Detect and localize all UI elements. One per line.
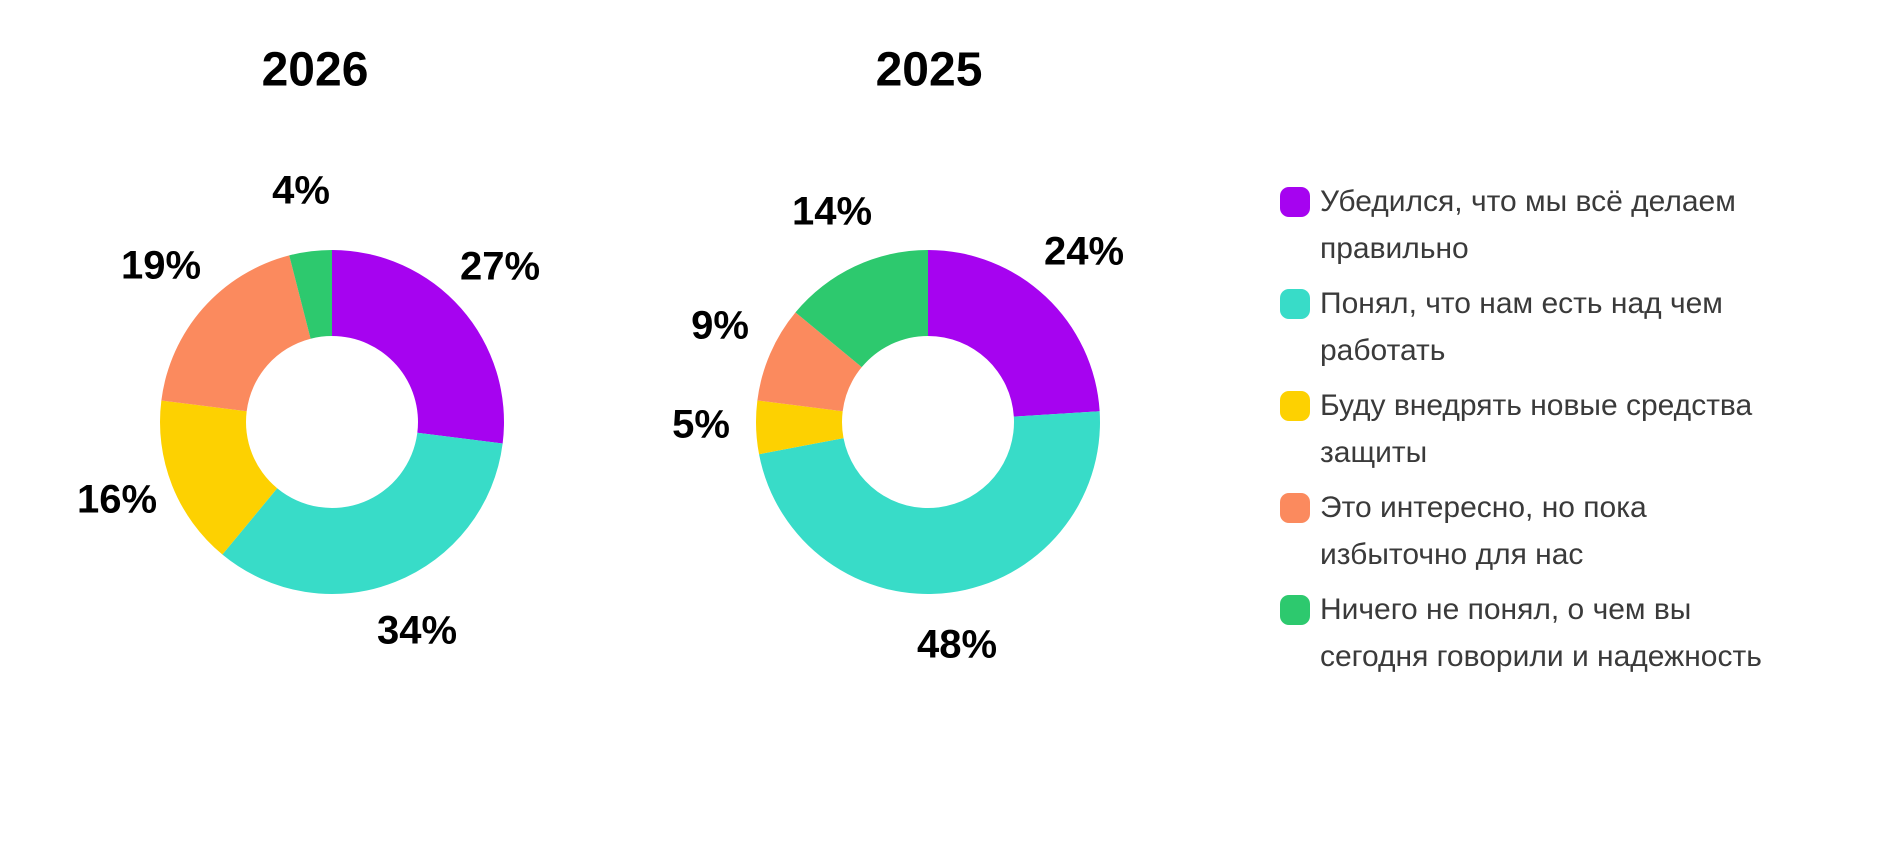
label-2026-orange: 19%: [120, 243, 202, 288]
slice-2026-1: [222, 432, 503, 595]
legend-item-work-needed: Понял, что нам есть над чем работать: [1280, 280, 1900, 374]
legend-label-will-implement: Буду внедрять новые средства защиты: [1320, 389, 1753, 469]
slice-2026-0: [332, 250, 504, 444]
legend-swatch-green-icon: [1280, 595, 1310, 625]
label-2026-teal: 34%: [376, 608, 458, 653]
label-2026-purple: 27%: [459, 244, 541, 289]
label-2025-teal: 48%: [916, 622, 998, 667]
donut-chart-2026: [160, 250, 504, 595]
legend: Убедился, что мы всё делаем правильно По…: [1280, 178, 1900, 688]
legend-item-confirmed: Убедился, что мы всё делаем правильно: [1280, 178, 1900, 272]
label-2026-green: 4%: [272, 168, 330, 213]
slice-2026-2: [160, 400, 278, 555]
chart-title-2025: 2025: [875, 43, 983, 97]
legend-item-interesting-excessive: Это интересно, но пока избыточно для нас: [1280, 484, 1900, 578]
legend-label-interesting-excessive: Это интересно, но пока избыточно для нас: [1320, 491, 1647, 571]
label-2025-purple: 24%: [1043, 229, 1125, 274]
legend-swatch-teal-icon: [1280, 289, 1310, 319]
donut-chart-2025: [756, 250, 1100, 594]
legend-item-understood-nothing: Ничего не понял, о чем вы сегодня говори…: [1280, 586, 1900, 680]
slice-2025-3: [757, 312, 862, 412]
chart-title-2026: 2026: [261, 43, 369, 97]
legend-label-understood-nothing: Ничего не понял, о чем вы сегодня говори…: [1320, 593, 1762, 673]
legend-swatch-purple-icon: [1280, 187, 1310, 217]
label-2025-yellow: 5%: [672, 402, 730, 447]
slice-2025-2: [756, 400, 844, 455]
legend-swatch-yellow-icon: [1280, 391, 1310, 421]
legend-label-confirmed: Убедился, что мы всё делаем правильно: [1320, 185, 1736, 265]
slice-2025-0: [928, 250, 1100, 417]
label-2025-green: 14%: [791, 189, 873, 234]
legend-item-will-implement: Буду внедрять новые средства защиты: [1280, 382, 1900, 476]
slice-2026-3: [161, 255, 311, 412]
legend-swatch-orange-icon: [1280, 493, 1310, 523]
legend-label-work-needed: Понял, что нам есть над чем работать: [1320, 287, 1723, 367]
label-2026-yellow: 16%: [76, 477, 158, 522]
label-2025-orange: 9%: [691, 303, 749, 348]
slice-2025-4: [795, 250, 928, 368]
slice-2026-4: [289, 250, 332, 339]
slice-2025-1: [759, 411, 1100, 594]
